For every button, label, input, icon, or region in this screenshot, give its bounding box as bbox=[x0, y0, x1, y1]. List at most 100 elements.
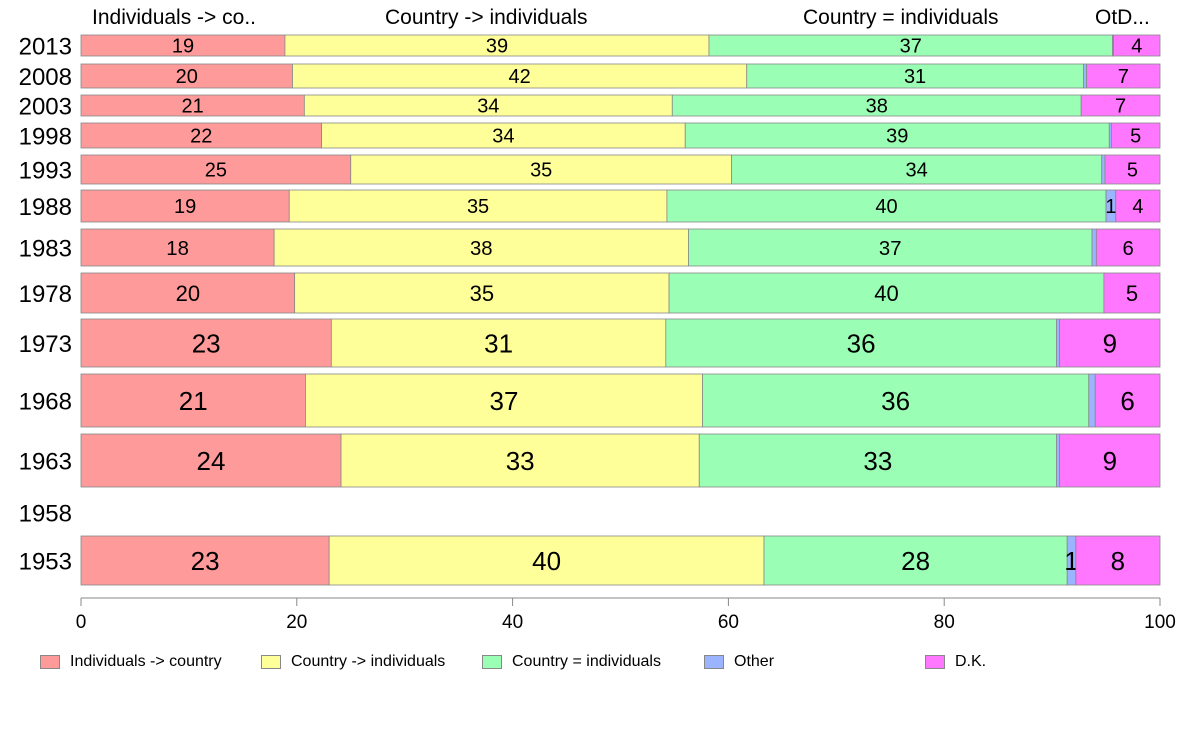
legend-item-dk: D.K. bbox=[925, 650, 986, 674]
y-tick-label: 1973 bbox=[19, 331, 72, 358]
data-label: 34 bbox=[477, 96, 499, 118]
data-label: 38 bbox=[470, 238, 493, 260]
x-tick-label: 100 bbox=[1144, 612, 1176, 633]
bar-segment bbox=[665, 318, 1057, 368]
data-label: 35 bbox=[470, 281, 494, 306]
legend-swatch bbox=[482, 655, 502, 669]
y-tick-label: 1953 bbox=[19, 549, 72, 576]
y-tick-label: 1968 bbox=[19, 389, 72, 416]
bar-segment bbox=[666, 189, 1107, 223]
data-label: 33 bbox=[506, 446, 535, 476]
column-header-4: OtD... bbox=[1095, 6, 1150, 29]
bar-segment bbox=[273, 228, 689, 267]
data-label: 22 bbox=[190, 126, 212, 148]
bar-segment bbox=[1101, 154, 1106, 185]
data-label: 5 bbox=[1127, 160, 1138, 182]
column-header-1: Individuals -> co.. bbox=[92, 6, 257, 29]
data-label: 40 bbox=[532, 546, 561, 576]
bar-segment bbox=[1080, 94, 1161, 117]
data-label: 31 bbox=[484, 328, 513, 358]
data-label: 35 bbox=[467, 196, 489, 218]
column-header-3: Country = individuals bbox=[803, 6, 999, 29]
y-tick-label: 2013 bbox=[19, 34, 72, 61]
bar-segment bbox=[330, 318, 667, 368]
bar-segment bbox=[321, 122, 686, 149]
bar-segment bbox=[1103, 272, 1161, 314]
bar-segment bbox=[1086, 63, 1161, 89]
legend-label: D.K. bbox=[955, 653, 987, 670]
bar-segment bbox=[1059, 433, 1161, 488]
bar-segment bbox=[80, 433, 342, 488]
bar-segment bbox=[80, 228, 275, 267]
y-tick-label: 1958 bbox=[19, 501, 72, 528]
bar-segment bbox=[1088, 373, 1096, 428]
x-tick-label: 80 bbox=[934, 612, 955, 633]
data-label: 40 bbox=[875, 196, 897, 218]
data-label: 34 bbox=[492, 126, 514, 148]
bar-segment bbox=[340, 433, 700, 488]
data-label: 6 bbox=[1120, 386, 1134, 416]
data-label: 35 bbox=[530, 160, 552, 182]
bar-segment bbox=[80, 189, 290, 223]
data-label: 31 bbox=[904, 66, 926, 88]
data-label: 23 bbox=[191, 546, 220, 576]
bar-segment bbox=[305, 373, 703, 428]
y-tick-label: 1983 bbox=[19, 236, 72, 263]
bar-segment bbox=[731, 154, 1103, 185]
data-label: 28 bbox=[901, 546, 930, 576]
bar-segment bbox=[1111, 122, 1161, 149]
data-label: 18 bbox=[166, 238, 189, 260]
data-label: 5 bbox=[1126, 281, 1138, 306]
y-tick-label: 2008 bbox=[19, 64, 72, 91]
data-label: 20 bbox=[176, 66, 198, 88]
bar-segment bbox=[1059, 318, 1161, 368]
data-label: 1 bbox=[1105, 196, 1116, 218]
data-label: 37 bbox=[490, 386, 519, 416]
legend-swatch bbox=[704, 655, 724, 669]
bar-segment bbox=[1115, 189, 1161, 223]
bar-segment bbox=[328, 535, 765, 586]
data-label: 8 bbox=[1111, 546, 1125, 576]
data-label: 21 bbox=[179, 386, 208, 416]
data-label: 39 bbox=[486, 36, 508, 58]
data-label: 33 bbox=[863, 446, 892, 476]
data-label: 37 bbox=[900, 36, 922, 58]
bar-segment bbox=[1104, 154, 1161, 185]
y-tick-label: 1998 bbox=[19, 124, 72, 151]
bar-segment bbox=[350, 154, 733, 185]
data-label: 21 bbox=[182, 96, 204, 118]
data-label: 6 bbox=[1123, 238, 1134, 260]
data-label: 7 bbox=[1115, 96, 1126, 118]
legend-label: Country -> individuals bbox=[291, 653, 446, 670]
bar-segment bbox=[684, 122, 1110, 149]
data-label: 9 bbox=[1103, 328, 1117, 358]
bar-segment bbox=[80, 272, 296, 314]
x-tick-label: 60 bbox=[718, 612, 739, 633]
data-label: 38 bbox=[866, 96, 888, 118]
y-tick-label: 2003 bbox=[19, 94, 72, 121]
data-label: 34 bbox=[906, 160, 928, 182]
bar-segment bbox=[702, 373, 1090, 428]
bar-segment bbox=[1113, 34, 1161, 57]
data-label: 36 bbox=[847, 328, 876, 358]
y-tick-label: 1978 bbox=[19, 281, 72, 308]
bar-segment bbox=[80, 154, 352, 185]
bar-segment bbox=[1056, 433, 1061, 488]
data-label: 20 bbox=[176, 281, 200, 306]
x-tick-label: 0 bbox=[76, 612, 87, 633]
bar-segment bbox=[80, 535, 330, 586]
data-label: 9 bbox=[1103, 446, 1117, 476]
bar-segment bbox=[294, 272, 670, 314]
data-label: 19 bbox=[172, 36, 194, 58]
bar-segment bbox=[1075, 535, 1161, 586]
bar-segment bbox=[80, 318, 332, 368]
bar-segment bbox=[1095, 228, 1161, 267]
legend-swatch bbox=[925, 655, 945, 669]
data-label: 37 bbox=[879, 238, 902, 260]
x-tick-label: 20 bbox=[286, 612, 307, 633]
data-label: 42 bbox=[508, 66, 530, 88]
data-label: 4 bbox=[1132, 196, 1143, 218]
data-label: 19 bbox=[174, 196, 196, 218]
data-label: 36 bbox=[881, 386, 910, 416]
